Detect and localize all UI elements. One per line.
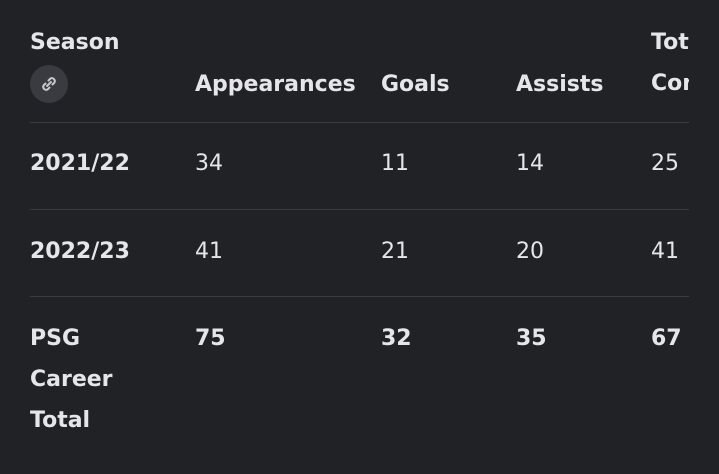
stat-value: 20 (516, 239, 544, 264)
row-label: 2021/22 (30, 151, 130, 176)
stat-value: 67 (651, 326, 682, 351)
row-divider (30, 122, 689, 123)
stat-value: 35 (516, 326, 547, 351)
column-header: Goals (381, 72, 450, 97)
stat-value: 34 (195, 151, 223, 176)
stat-value: 11 (381, 151, 409, 176)
row-divider (30, 296, 689, 297)
stat-value: 41 (651, 239, 679, 264)
stat-value: 41 (195, 239, 223, 264)
stat-value: 14 (516, 151, 544, 176)
stat-value: 25 (651, 151, 679, 176)
stats-table: Season Appearances Goals Assists Total Contr… (30, 30, 689, 433)
stat-value: 75 (195, 326, 226, 351)
anchor-link-icon[interactable] (30, 65, 68, 103)
column-header: Total Contributions (651, 30, 689, 96)
row-label: PSG Career Total (30, 326, 113, 433)
stat-value: 21 (381, 239, 409, 264)
column-header: Appearances (195, 72, 356, 97)
column-header: Assists (516, 72, 604, 97)
stat-value: 32 (381, 326, 412, 351)
column-header: Season (30, 30, 120, 55)
row-divider (30, 209, 689, 210)
row-label: 2022/23 (30, 239, 130, 264)
